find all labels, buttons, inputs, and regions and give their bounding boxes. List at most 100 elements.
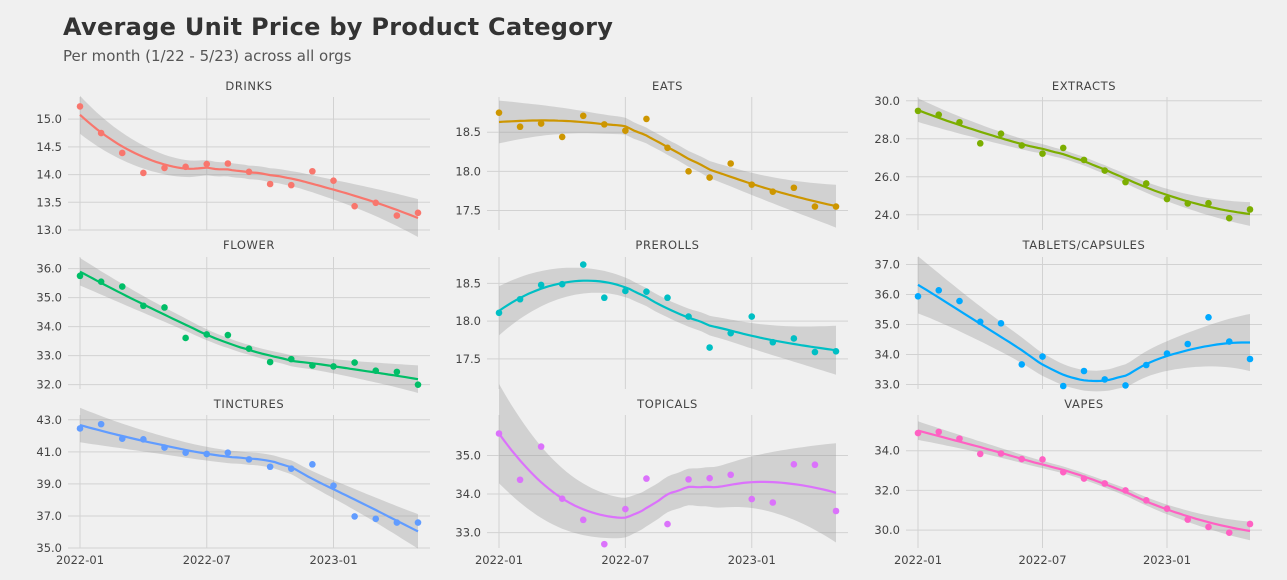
data-point xyxy=(266,463,274,471)
data-point xyxy=(309,362,316,369)
data-point xyxy=(727,471,734,479)
x-tick-label: 2022-01 xyxy=(56,553,104,567)
y-tick-label: 28.0 xyxy=(874,132,900,146)
y-tick-label: 18.0 xyxy=(455,314,481,328)
data-point xyxy=(495,109,503,116)
facet-title: DRINKS xyxy=(225,79,272,93)
data-point xyxy=(811,348,819,356)
data-point xyxy=(309,167,316,175)
data-point xyxy=(1080,367,1088,375)
data-point xyxy=(182,334,189,342)
data-point xyxy=(309,461,316,468)
data-point xyxy=(727,329,734,337)
data-point xyxy=(914,429,922,437)
y-tick-label: 33.0 xyxy=(455,526,481,540)
data-point xyxy=(558,280,566,288)
facet-title: VAPES xyxy=(1064,397,1104,411)
data-point xyxy=(414,381,422,388)
data-point xyxy=(245,168,253,176)
data-point xyxy=(1122,178,1129,186)
data-point xyxy=(685,313,692,320)
y-tick-label: 13.5 xyxy=(36,195,62,209)
data-point xyxy=(414,519,422,526)
facet-prerolls: PREROLLS 17.5 18.0 18.5 xyxy=(455,238,848,389)
data-point xyxy=(956,297,963,305)
data-point xyxy=(495,430,503,437)
data-point xyxy=(769,338,777,346)
y-tick-label: 33.0 xyxy=(874,378,900,392)
x-tick-label: 2022-07 xyxy=(1018,553,1066,567)
data-point xyxy=(1225,338,1233,345)
data-point xyxy=(372,199,380,207)
data-point xyxy=(997,130,1005,137)
data-point xyxy=(935,111,943,118)
facet-topicals: TOPICALS 33.0 34.0 35.0 2022-01 2022-07 2023-0… xyxy=(455,383,848,567)
y-tick-label: 14.5 xyxy=(36,140,62,154)
x-tick-label: 2023-01 xyxy=(728,553,776,567)
data-point xyxy=(811,461,819,469)
y-tick-label: 34.0 xyxy=(874,348,900,362)
data-point xyxy=(935,287,943,294)
data-point xyxy=(203,450,211,458)
y-tick-label: 33.0 xyxy=(36,349,62,363)
y-tick-label: 39.0 xyxy=(36,477,62,491)
data-point xyxy=(97,420,105,428)
data-point xyxy=(140,436,147,443)
confidence-band xyxy=(80,257,418,393)
data-point xyxy=(287,465,295,472)
data-point xyxy=(182,449,189,456)
y-tick-label: 35.0 xyxy=(874,318,900,332)
data-point xyxy=(118,149,126,157)
data-point xyxy=(976,318,984,326)
data-point xyxy=(76,272,84,280)
data-point xyxy=(1039,456,1046,463)
data-point xyxy=(1080,156,1088,164)
data-point xyxy=(414,209,422,217)
data-point xyxy=(76,103,84,110)
y-tick-label: 30.0 xyxy=(874,523,900,537)
data-point xyxy=(351,359,358,366)
data-point xyxy=(1101,167,1109,174)
data-point xyxy=(579,261,587,268)
data-point xyxy=(118,283,126,290)
data-point xyxy=(516,295,524,303)
data-point xyxy=(1184,340,1192,348)
data-point xyxy=(769,188,777,195)
data-point xyxy=(790,335,798,342)
y-tick-label: 35.0 xyxy=(455,448,481,462)
data-point xyxy=(1205,199,1212,207)
data-point xyxy=(140,169,147,177)
data-point xyxy=(1142,497,1150,504)
data-point xyxy=(664,144,671,152)
data-point xyxy=(161,164,168,172)
y-tick-label: 35.0 xyxy=(36,541,62,555)
y-tick-label: 26.0 xyxy=(874,170,900,184)
data-point xyxy=(914,293,922,300)
trend-line xyxy=(498,279,837,352)
y-tick-label: 34.0 xyxy=(36,320,62,334)
data-point xyxy=(1163,350,1171,357)
data-point xyxy=(1018,455,1026,463)
data-point xyxy=(769,499,777,506)
y-tick-label: 18.0 xyxy=(455,164,481,178)
data-point xyxy=(1059,468,1067,476)
data-point xyxy=(140,302,147,310)
y-tick-label: 17.5 xyxy=(455,203,481,217)
facet-title: EATS xyxy=(652,79,683,93)
y-tick-label: 17.5 xyxy=(455,352,481,366)
data-point xyxy=(330,482,337,489)
data-point xyxy=(914,107,922,115)
data-point xyxy=(643,115,650,123)
data-point xyxy=(118,435,126,443)
confidence-band xyxy=(499,383,836,543)
facet-eats: EATS 17.5 18.0 18.5 xyxy=(455,79,848,230)
data-point xyxy=(1018,142,1026,149)
data-point xyxy=(287,355,295,363)
y-tick-label: 32.0 xyxy=(874,483,900,497)
data-point xyxy=(1122,487,1129,494)
data-point xyxy=(203,160,211,168)
data-point xyxy=(1225,529,1233,537)
data-point xyxy=(1059,382,1067,390)
data-point xyxy=(245,345,253,352)
facet-title: PREROLLS xyxy=(635,238,699,252)
